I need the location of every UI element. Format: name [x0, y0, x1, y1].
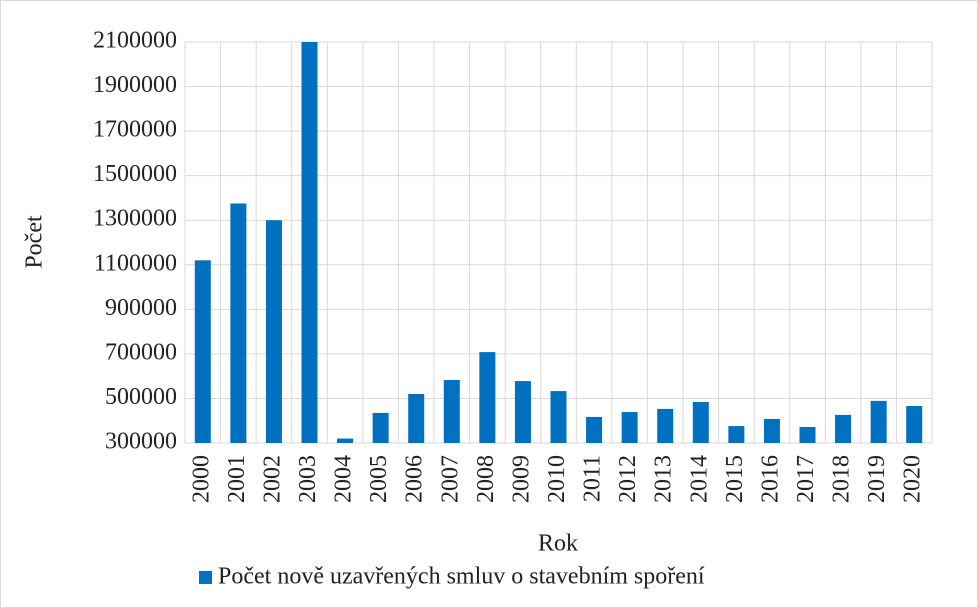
bar	[586, 416, 603, 443]
bar	[835, 414, 852, 443]
bar	[692, 402, 709, 443]
bar	[621, 412, 638, 443]
y-tick-label: 1300000	[93, 206, 177, 232]
legend-swatch	[199, 571, 212, 584]
bar	[337, 438, 354, 443]
x-axis-label: Rok	[538, 531, 578, 557]
bar	[265, 220, 282, 443]
x-tick-label: 2011	[580, 455, 606, 502]
legend-label: Počet nově uzavřených smluv o stavebním …	[218, 564, 705, 590]
y-tick-label: 300000	[105, 429, 177, 455]
bar	[763, 418, 780, 443]
x-tick-label: 2017	[793, 455, 819, 503]
x-tick-label: 2013	[651, 455, 677, 503]
bar	[550, 391, 567, 443]
x-tick-label: 2001	[224, 455, 250, 503]
bar	[443, 379, 460, 443]
y-tick-label: 900000	[105, 295, 177, 321]
y-axis-label: Počet	[22, 215, 48, 269]
x-tick-label: 2019	[864, 455, 890, 503]
x-tick-label: 2004	[331, 455, 357, 503]
bar	[799, 426, 816, 443]
bar	[728, 426, 745, 443]
x-tick-label: 2007	[437, 455, 463, 503]
y-tick-label: 700000	[105, 339, 177, 365]
y-tick-label: 1700000	[93, 117, 177, 143]
x-tick-label: 2016	[757, 455, 783, 503]
x-tick-label: 2009	[508, 455, 534, 503]
bar	[301, 42, 318, 443]
bar	[479, 352, 496, 443]
x-tick-label: 2003	[295, 455, 321, 503]
x-tick-label: 2005	[366, 455, 392, 503]
x-tick-label: 2012	[615, 455, 641, 503]
y-tick-label: 2100000	[93, 28, 177, 54]
x-tick-label: 2006	[402, 455, 428, 503]
x-tick-label: 2000	[188, 455, 214, 503]
bar	[657, 408, 674, 443]
x-tick-label: 2015	[722, 455, 748, 503]
bar	[514, 381, 531, 443]
x-tick-label: 2020	[900, 455, 926, 503]
y-tick-label: 1900000	[93, 72, 177, 98]
y-tick-label: 1500000	[93, 161, 177, 187]
x-tick-label: 2018	[829, 455, 855, 503]
bar	[372, 412, 389, 443]
x-tick-label: 2002	[259, 455, 285, 503]
bar	[408, 393, 425, 443]
y-tick-label: 1100000	[94, 250, 177, 276]
x-tick-label: 2010	[544, 455, 570, 503]
y-tick-label: 500000	[105, 384, 177, 410]
bar	[906, 406, 923, 443]
bar	[870, 400, 887, 443]
bar	[194, 260, 211, 443]
x-tick-label: 2008	[473, 455, 499, 503]
x-tick-label: 2014	[686, 455, 712, 503]
bar	[230, 203, 247, 443]
